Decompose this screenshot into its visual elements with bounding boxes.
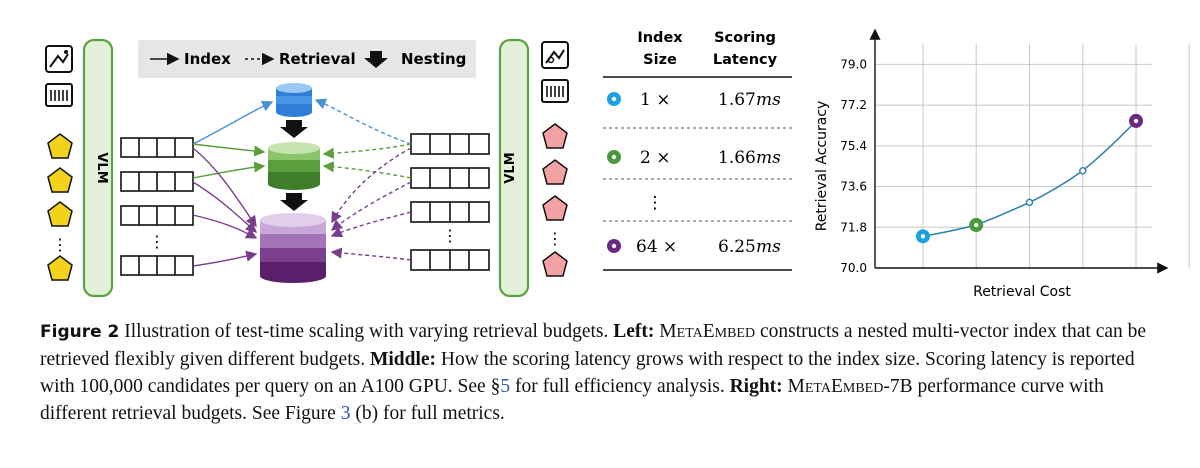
table-row: 1 × 1.67 ms — [607, 90, 781, 110]
data-point-center — [920, 234, 926, 239]
query-token-icon — [47, 133, 73, 159]
figure-ref-link[interactable]: 3 — [340, 403, 351, 424]
caption-left-label: Left: — [613, 321, 655, 342]
candidate-token-icon — [542, 123, 568, 149]
right-vector-rows — [410, 133, 490, 271]
data-point-center — [974, 222, 979, 228]
caption-metaembed: MetaEmbed — [659, 321, 756, 342]
vector-row — [120, 137, 194, 158]
nesting-arrow-icon — [280, 120, 308, 138]
right-vector-ellipsis: ⋮ — [442, 226, 458, 245]
y-tick-label: 71.8 — [840, 220, 867, 234]
header-index-size-line2: Size — [643, 52, 677, 68]
row-index-size: 1 × — [640, 90, 670, 110]
row-latency-unit: ms — [756, 237, 781, 257]
caption-metaembed-7b: MetaEmbed-7B — [787, 376, 913, 397]
vector-row — [410, 249, 490, 271]
latency-table: Index Size Scoring Latency 1 × 1.67 ms 2… — [603, 30, 792, 271]
caption-text: (b) for full metrics. — [355, 403, 505, 424]
y-tick-label: 70.0 — [840, 261, 867, 275]
caption-label: Figure 2 — [40, 322, 120, 342]
right-document-icon — [541, 79, 569, 103]
x-axis-label: Retrieval Cost — [973, 284, 1071, 300]
vector-row — [410, 201, 490, 223]
legend-box: Index Retrieval Nesting — [138, 40, 476, 78]
caption-text: for full efficiency analysis. — [514, 376, 725, 397]
figure-caption: Figure 2 Illustration of test-time scali… — [40, 318, 1170, 427]
legend-index: Index — [184, 50, 231, 68]
row-index-size: 2 × — [640, 148, 670, 168]
vector-row — [410, 133, 490, 155]
caption-text: How the scoring latency grows with respe… — [40, 349, 1135, 397]
left-image-icon — [45, 45, 73, 73]
row-latency: 1.67 — [718, 90, 756, 110]
query-token-icon — [47, 201, 73, 227]
vector-row — [120, 171, 194, 192]
caption-text: constructs a nested multi-vector index t… — [40, 321, 1147, 370]
vector-row — [120, 255, 194, 276]
left-document-icon — [45, 83, 73, 107]
candidate-token-icon — [542, 251, 568, 277]
header-latency-line2: Latency — [713, 52, 778, 68]
table-row: 64 × 6.25 ms — [607, 237, 781, 257]
vector-row — [410, 167, 490, 189]
nesting-arrow-icon — [280, 193, 308, 211]
candidate-token-icon — [542, 159, 568, 185]
left-panel: Index Retrieval Nesting VLM VLM — [45, 38, 569, 298]
y-tick-label: 77.2 — [840, 98, 867, 112]
vector-row — [120, 205, 194, 226]
y-tick-label: 75.4 — [840, 139, 867, 153]
right-vlm-label: VLM — [503, 152, 518, 183]
candidate-token-icon — [542, 195, 568, 221]
y-tick-label: 73.6 — [840, 180, 867, 194]
retrieval-arrows — [314, 98, 412, 261]
y-tick-label: 79.0 — [840, 57, 867, 71]
index-db-large — [260, 213, 326, 283]
left-token-ellipsis: ⋮ — [52, 235, 68, 254]
query-token-icon — [47, 255, 73, 281]
header-latency-line1: Scoring — [714, 30, 776, 46]
row-latency: 6.25 — [718, 237, 756, 257]
data-point-center — [1133, 118, 1139, 124]
index-db-medium — [268, 142, 320, 190]
caption-middle-label: Middle: — [369, 349, 437, 370]
caption-right-label: Right: — [729, 376, 783, 397]
index-arrows — [192, 100, 274, 267]
index-db-small — [276, 83, 312, 117]
row-index-size: 64 × — [636, 237, 677, 257]
y-axis-label: Retrieval Accuracy — [814, 101, 830, 232]
row-latency-unit: ms — [756, 148, 781, 168]
section-ref-link[interactable]: 5 — [500, 376, 511, 397]
right-vlm-encoder: VLM — [498, 38, 530, 298]
caption-text: performance curve with different retriev… — [40, 376, 1104, 424]
table-row: 2 × 1.66 ms — [607, 148, 781, 168]
legend-nesting: Nesting — [401, 50, 466, 68]
left-vector-ellipsis: ⋮ — [149, 232, 165, 251]
left-vlm-encoder: VLM — [82, 38, 114, 298]
legend-retrieval: Retrieval — [279, 50, 356, 68]
figure-canvas: Index Retrieval Nesting VLM VLM — [45, 28, 1190, 300]
data-point — [1079, 167, 1087, 175]
series-points — [915, 113, 1144, 244]
row-latency-unit: ms — [756, 90, 781, 110]
header-index-size-line1: Index — [637, 30, 683, 46]
left-query-token-icons: ⋮ — [47, 133, 73, 281]
left-vector-rows — [120, 137, 194, 276]
table-ellipsis: ⋮ — [647, 193, 664, 213]
caption-text: Illustration of test-time scaling with v… — [124, 321, 609, 342]
right-token-ellipsis: ⋮ — [547, 229, 563, 248]
nesting-arrow-icon — [364, 51, 388, 68]
data-point — [1025, 198, 1034, 207]
row-latency: 1.66 — [718, 148, 756, 168]
left-vlm-label: VLM — [94, 152, 109, 183]
y-tick-labels: 70.0 71.8 73.6 75.4 77.2 79.0 — [840, 57, 867, 275]
right-image-icon — [541, 41, 569, 69]
query-token-icon — [47, 167, 73, 193]
performance-chart: 70.071.873.675.477.279.0 Retrieval Cost … — [814, 28, 1190, 300]
right-candidate-token-icons: ⋮ — [542, 123, 568, 277]
